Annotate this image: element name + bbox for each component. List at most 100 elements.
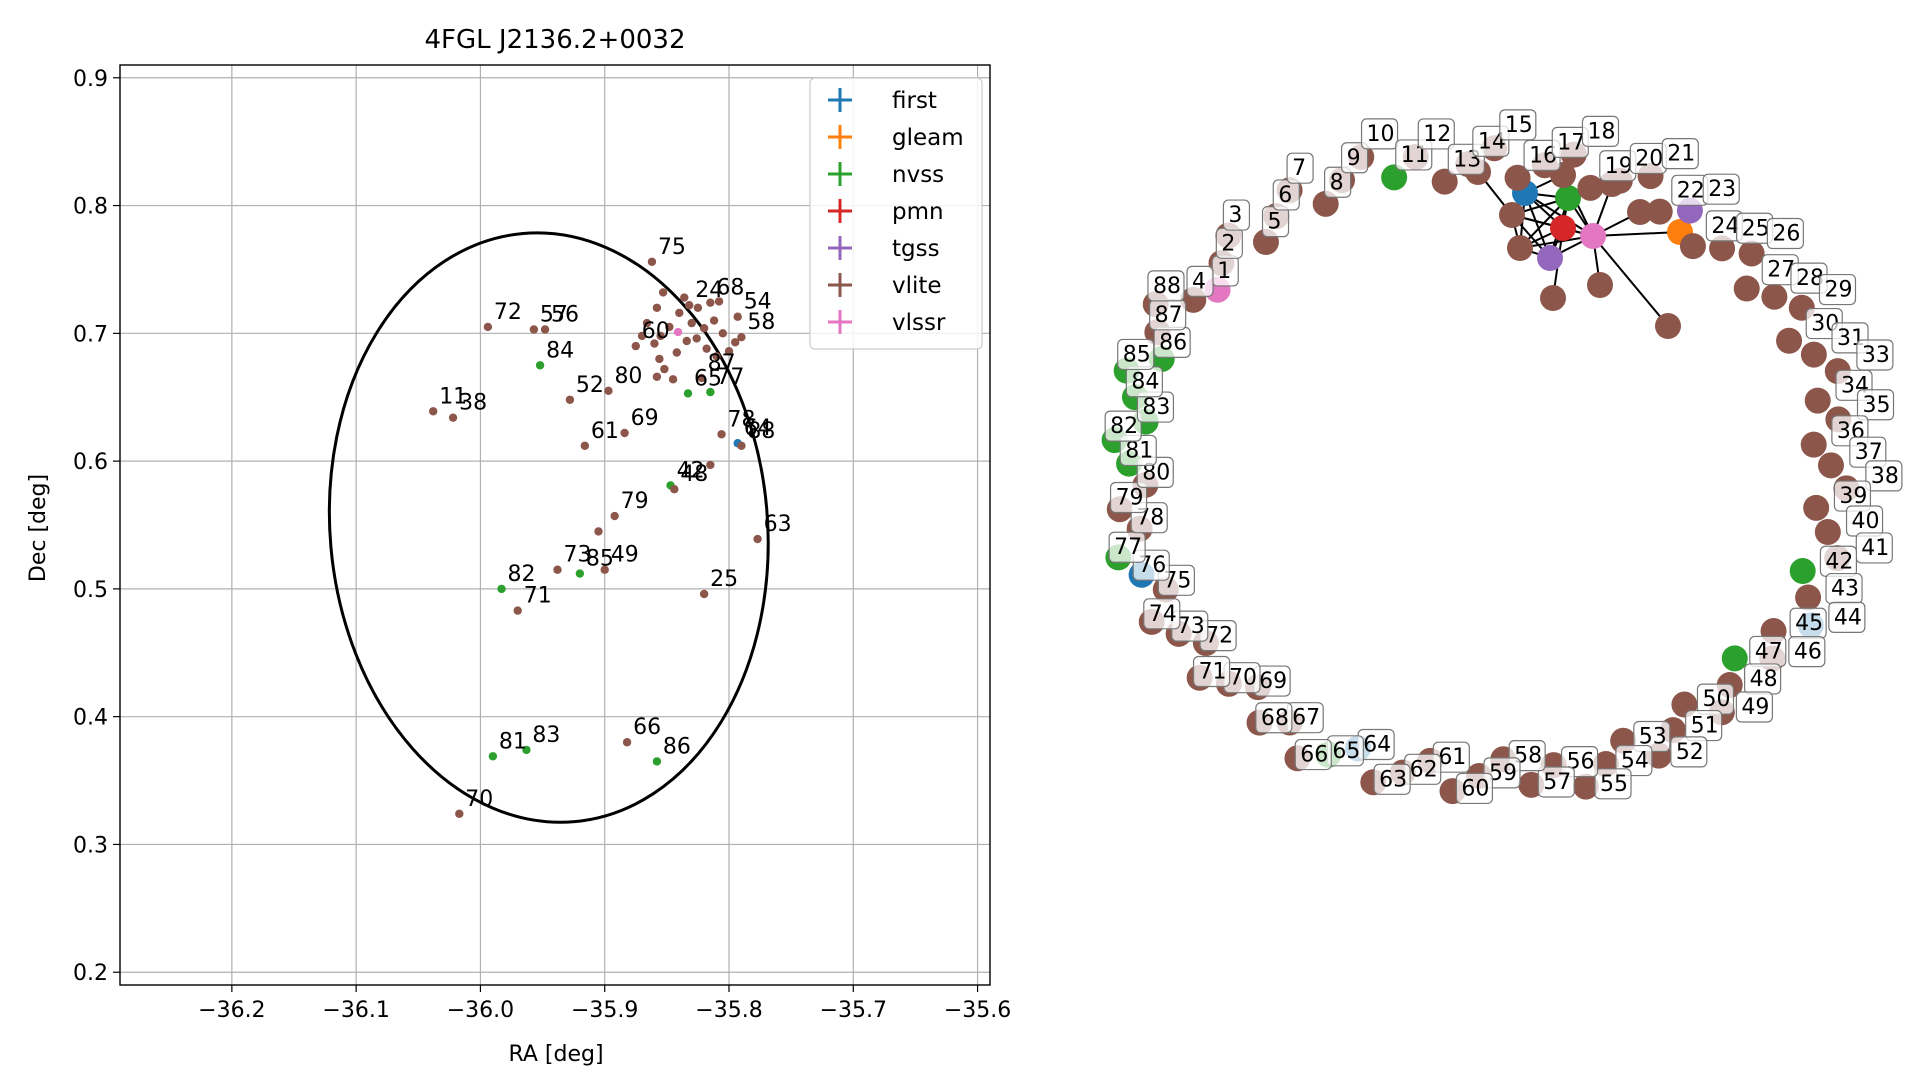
y-tick-label: 0.7: [73, 322, 108, 347]
network-node-label: 38: [1865, 460, 1903, 492]
legend-label: tgss: [892, 236, 940, 262]
network-node-vlite: [1804, 387, 1831, 414]
point-label: 38: [459, 391, 487, 416]
node-label-text: 1: [1217, 259, 1231, 284]
node-label-text: 47: [1755, 639, 1783, 664]
node-label-text: 38: [1871, 464, 1899, 489]
network-node-label: 8: [1323, 166, 1352, 198]
node-label-box: [1192, 655, 1231, 688]
legend-box: [809, 77, 983, 350]
point-label: 11: [439, 384, 467, 409]
network-edge: [1592, 231, 1681, 237]
node-label-text: 45: [1795, 611, 1823, 636]
point-label: 70: [465, 787, 493, 812]
point-vlite: [513, 606, 522, 615]
network-node-label: 41: [1855, 532, 1893, 564]
network-node-nvss: [1555, 185, 1581, 211]
node-label-text: 10: [1367, 122, 1395, 147]
network-node-label: 24: [1705, 210, 1743, 242]
legend-label: gleam: [892, 125, 964, 151]
y-axis-label: Dec [deg]: [26, 474, 51, 582]
point-vlite: [483, 322, 493, 332]
node-label-text: 23: [1708, 177, 1736, 202]
node-label-text: 86: [1159, 330, 1187, 355]
network-node-label: 40: [1845, 505, 1884, 537]
point-vlite: [699, 324, 709, 333]
point-label: 56: [551, 303, 579, 328]
node-label-box: [1581, 115, 1620, 148]
point-nvss: [522, 745, 531, 755]
point-label: 82: [508, 562, 536, 587]
node-label-text: 65: [1332, 739, 1360, 764]
point-nvss: [497, 584, 506, 594]
point-label: 68: [716, 276, 744, 301]
network-node-label: 88: [1147, 270, 1185, 302]
node-label-text: 49: [1741, 695, 1769, 720]
network-node-pmn: [1550, 215, 1576, 241]
point-vlite: [656, 331, 665, 341]
network-node-label: 18: [1581, 115, 1620, 148]
point-vlite: [753, 534, 762, 544]
network-node-label: 64: [1357, 728, 1395, 761]
network-node-label: 29: [1818, 273, 1857, 306]
node-label-box: [1594, 768, 1632, 800]
network-node-vlite: [1431, 168, 1458, 195]
network-node-label: 1: [1211, 255, 1239, 287]
node-label-box: [1735, 691, 1773, 723]
network-node-label: 71: [1192, 655, 1231, 688]
node-label-text: 79: [1116, 485, 1144, 510]
node-label-box: [1340, 142, 1369, 174]
network-node-label: 15: [1499, 109, 1537, 141]
node-label-box: [1143, 598, 1181, 630]
node-label-box: [1222, 199, 1251, 231]
node-label-text: 18: [1587, 119, 1615, 144]
network-node-label: 65: [1326, 735, 1364, 767]
point-vlite: [429, 407, 438, 416]
node-label-box: [1272, 179, 1300, 211]
axis-ticks: −36.2 −36.1 −36.0 −35.9 −35.8 −35.7 −35.6 0.2 0.…: [73, 67, 1011, 1023]
node-label-box: [1702, 173, 1740, 205]
node-label-text: 29: [1824, 278, 1852, 303]
node-label-text: 5: [1268, 210, 1282, 235]
network-node-label: 86: [1153, 326, 1191, 358]
point-vlite: [604, 386, 613, 396]
network-node-vlite: [1572, 773, 1599, 800]
x-axis-label: RA [deg]: [508, 1042, 603, 1067]
network-node-label: 26: [1766, 217, 1804, 250]
point-vlite: [620, 428, 629, 438]
legend-entry: first: [828, 88, 937, 114]
node-label-text: 3: [1228, 203, 1242, 228]
network-node-label: 66: [1294, 738, 1332, 771]
node-label-box: [1828, 601, 1866, 633]
point-vlite: [709, 316, 719, 325]
node-label-box: [1294, 738, 1332, 771]
network-node-label: 10: [1360, 118, 1399, 150]
node-label-text: 87: [1155, 303, 1183, 328]
node-label-box: [1323, 166, 1352, 198]
network-node-vlite: [1803, 494, 1830, 521]
network-node-label: 43: [1825, 572, 1863, 605]
network-node-label: 17: [1551, 126, 1589, 158]
network-node-label: 42: [1819, 545, 1858, 577]
network-node-label: 69: [1253, 665, 1291, 697]
network-node-label: 47: [1749, 635, 1787, 668]
network-node-label: 7: [1286, 152, 1314, 184]
network-node-vlite: [1679, 233, 1706, 260]
node-label-text: 20: [1635, 146, 1663, 171]
network-node-label: 45: [1789, 607, 1827, 639]
node-label-text: 88: [1153, 274, 1181, 299]
network-edge: [1592, 235, 1669, 327]
node-label-text: 41: [1861, 536, 1889, 561]
axes-frame: [119, 64, 991, 986]
node-label-box: [1865, 460, 1903, 492]
point-label: 42: [677, 458, 705, 483]
grid-lines: [120, 65, 990, 985]
point-vlite: [714, 297, 724, 306]
point-vlite: [448, 413, 458, 422]
network-node-nvss: [1721, 645, 1748, 672]
node-label-text: 55: [1600, 772, 1628, 797]
point-nvss: [706, 387, 715, 397]
network-node-vlite: [1814, 519, 1841, 546]
